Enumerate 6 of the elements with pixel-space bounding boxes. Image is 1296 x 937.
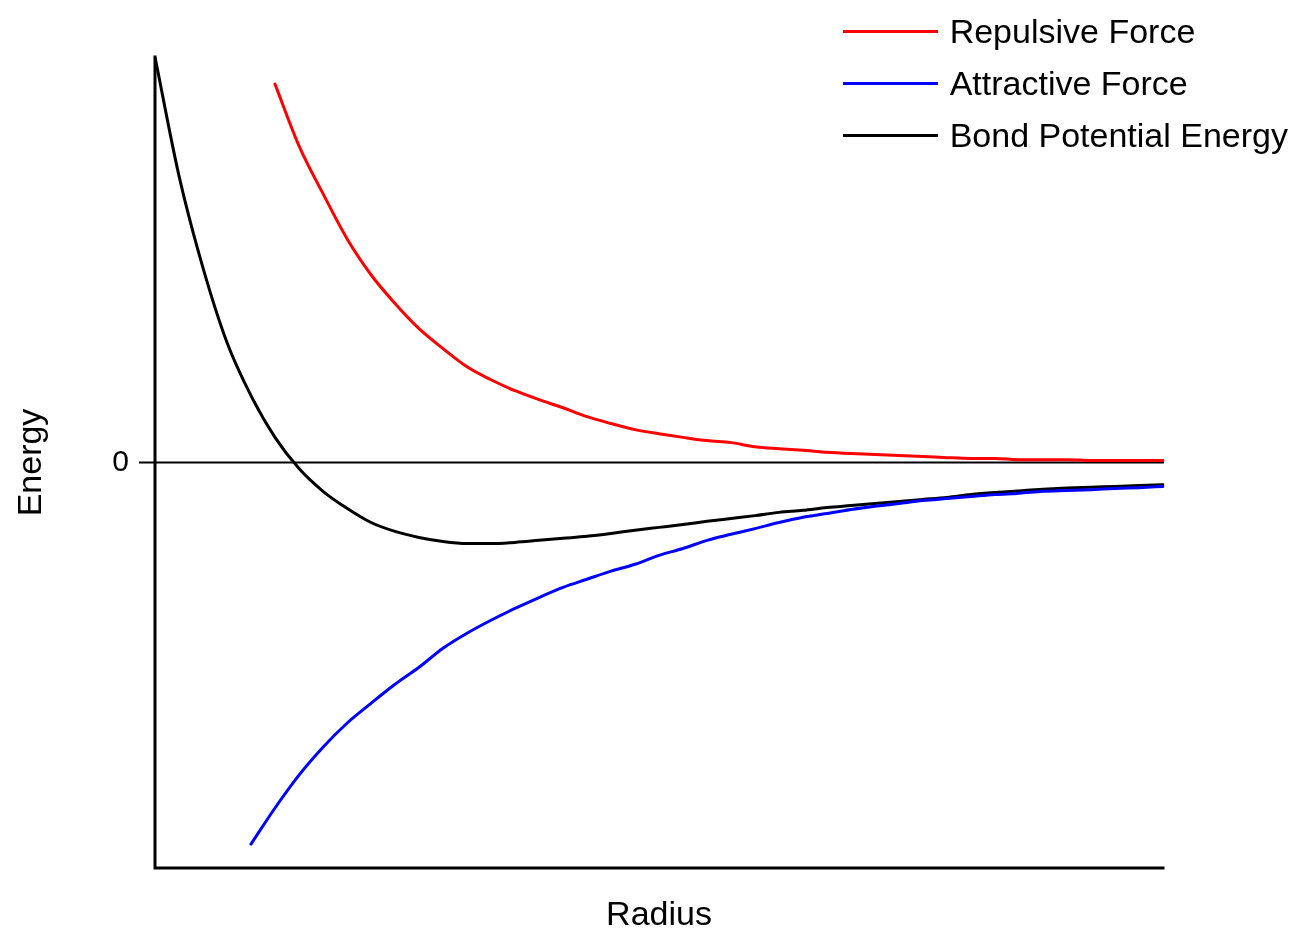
legend-label: Attractive Force	[949, 63, 1188, 104]
y-axis-title: Energy	[10, 408, 49, 517]
x-axis-title: Radius	[606, 894, 712, 933]
legend-label: Repulsive Force	[949, 11, 1196, 52]
ref-line-label: 0	[112, 443, 129, 477]
legend-label: Bond Potential Energy	[949, 115, 1288, 156]
